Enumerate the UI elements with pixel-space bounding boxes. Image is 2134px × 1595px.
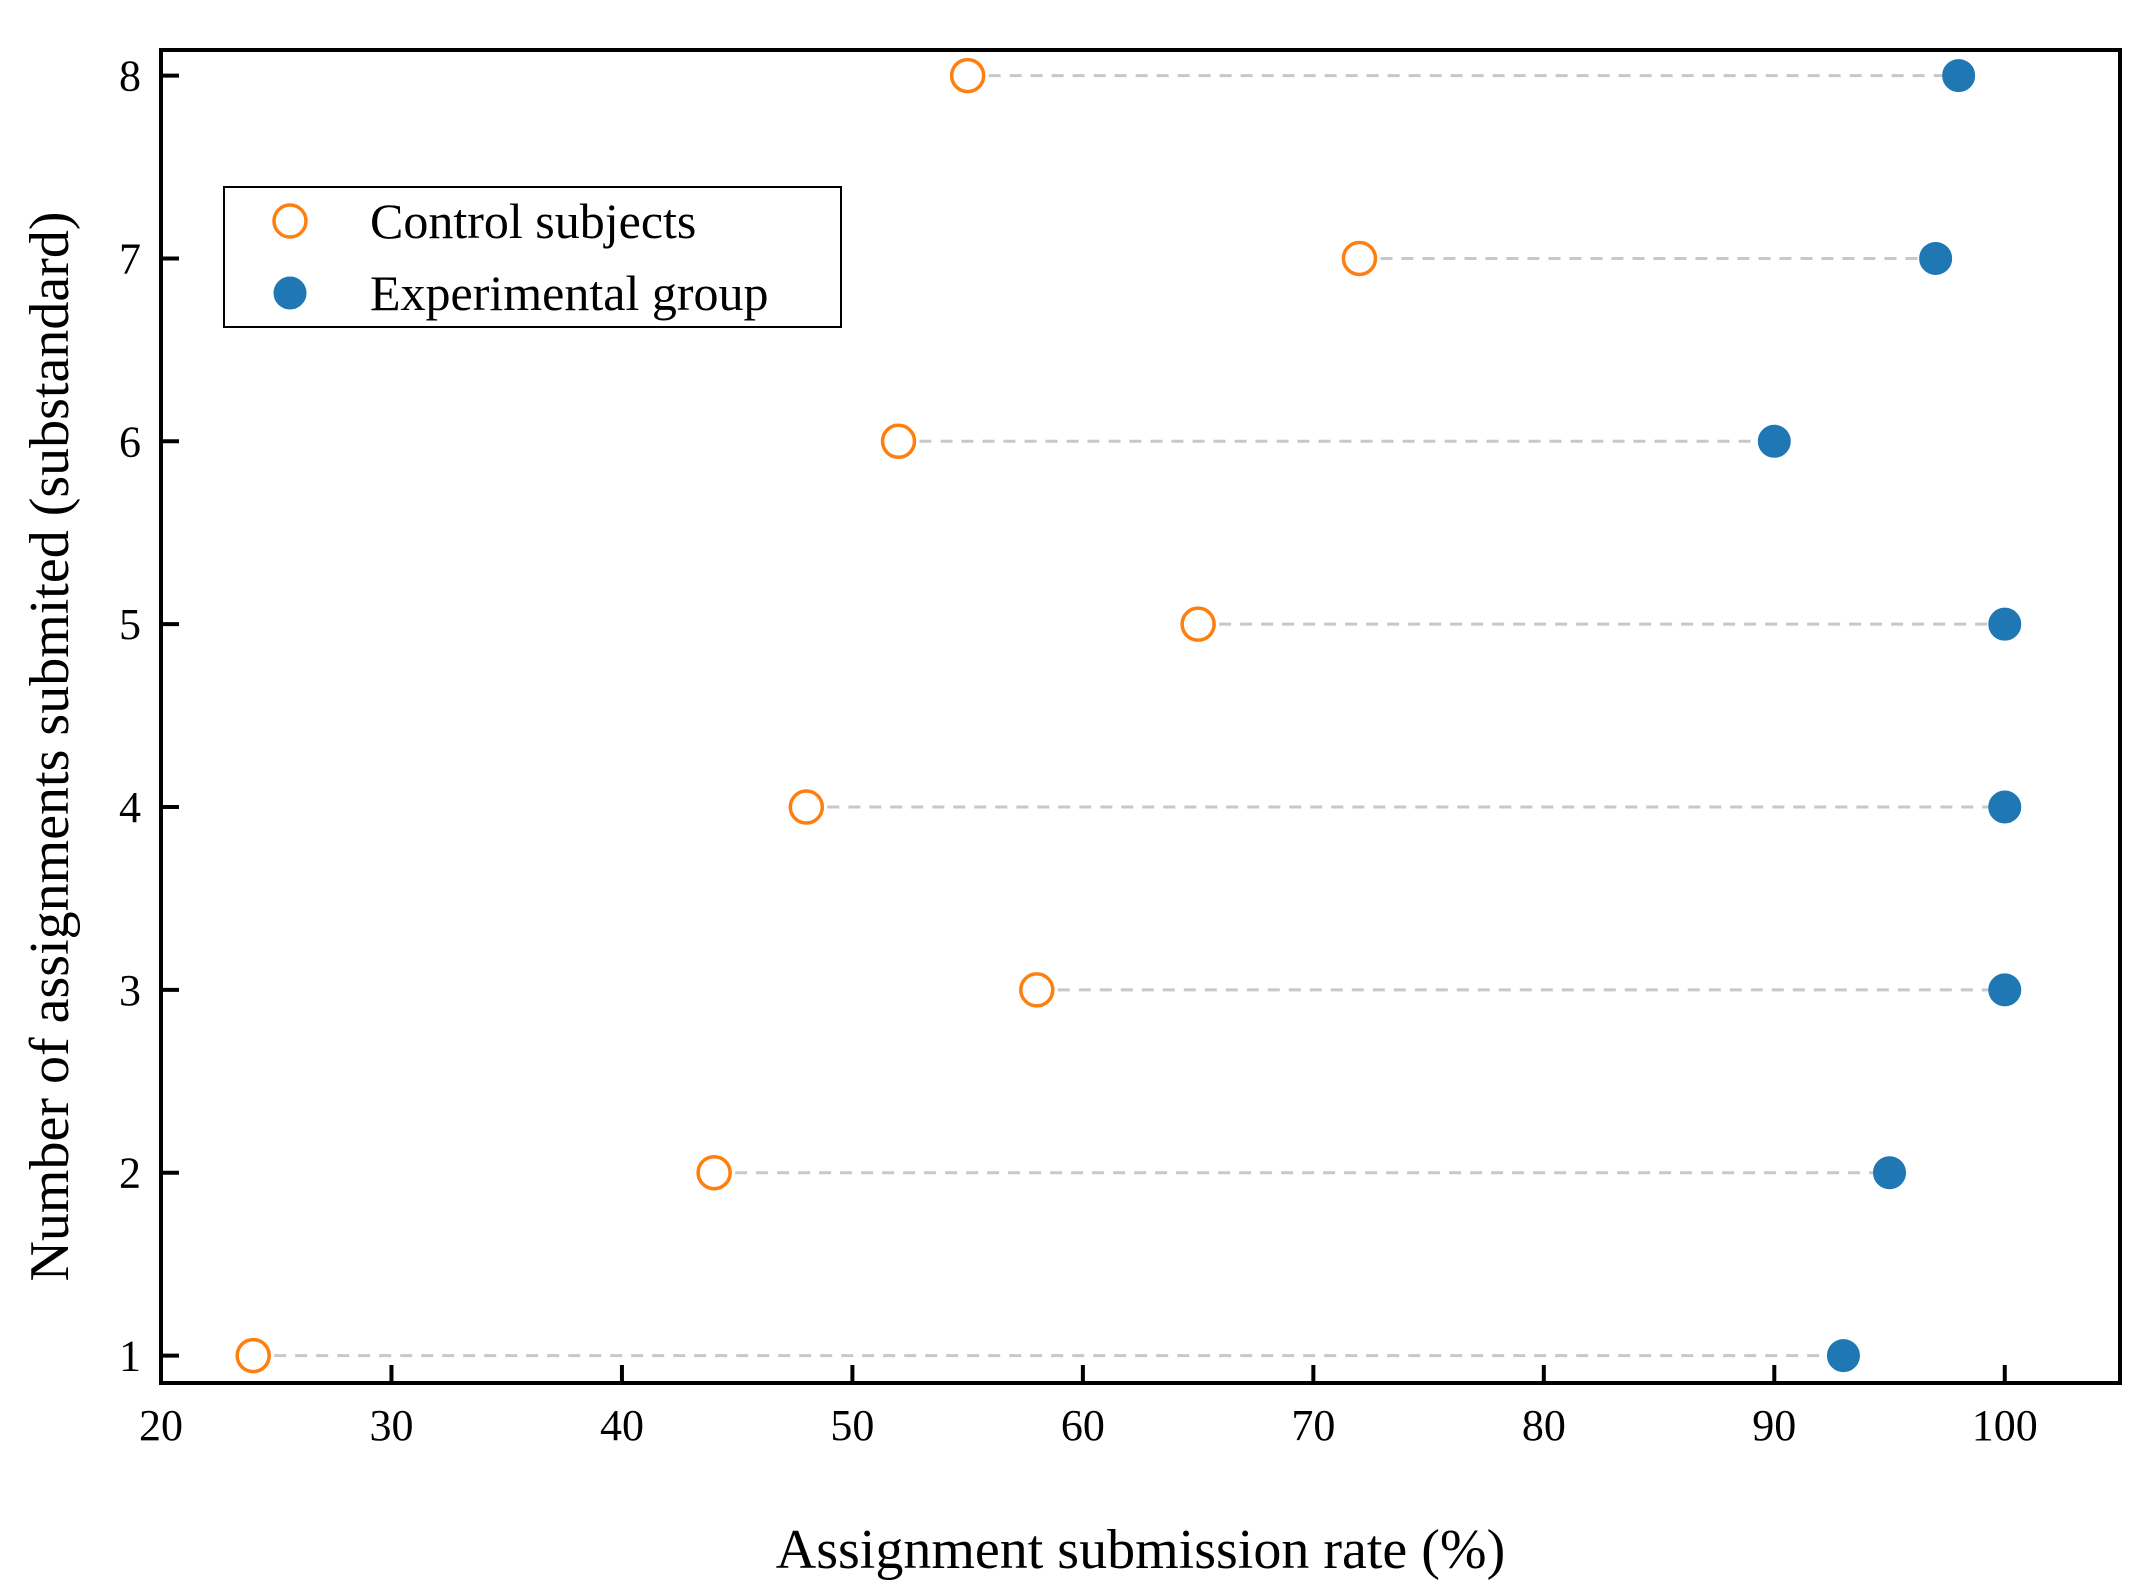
data-markers [235,57,2022,1374]
experimental-point-3 [1988,973,2022,1007]
experimental-point-1 [1826,1339,1860,1373]
x-tick-label-20: 20 [139,1401,183,1450]
x-tick-label-90: 90 [1752,1401,1796,1450]
x-tick-label-60: 60 [1061,1401,1105,1450]
legend-marker-control [272,203,308,239]
x-tick-label-100: 100 [1972,1401,2038,1450]
experimental-point-8 [1942,59,1976,93]
experimental-point-2 [1873,1156,1907,1190]
experimental-point-5 [1988,607,2022,641]
y-tick-label-4: 4 [119,783,141,832]
control-point-5 [1180,606,1216,642]
axis-ticks: 20 30 40 50 60 70 80 90 100 1 2 3 4 5 6 7 8 [119,52,2038,1450]
x-tick-label-80: 80 [1522,1401,1566,1450]
control-point-7 [1341,240,1378,277]
legend: Control subjects Experimental group [223,186,842,328]
y-tick-label-1: 1 [119,1332,141,1381]
legend-label-experimental: Experimental group [370,265,769,321]
legend-label-control: Control subjects [370,193,696,249]
x-tick-label-30: 30 [369,1401,413,1450]
y-tick-label-5: 5 [119,600,141,649]
control-point-2 [696,1154,732,1191]
control-point-3 [1019,972,1055,1008]
experimental-point-7 [1919,241,1953,275]
control-point-1 [235,1337,271,1374]
connector-lines [253,74,2005,1358]
y-tick-label-3: 3 [119,966,141,1015]
x-tick-label-40: 40 [600,1401,644,1450]
x-tick-label-70: 70 [1291,1401,1335,1450]
control-point-4 [788,789,825,825]
y-axis-title: Number of assignments submited (substand… [19,211,81,1281]
legend-marker-experimental [273,276,307,310]
y-tick-label-7: 7 [119,234,141,283]
legend-box [223,186,842,328]
y-tick-label-6: 6 [119,417,141,466]
control-point-8 [949,57,986,94]
x-axis-title: Assignment submission rate (%) [776,1519,1505,1581]
experimental-point-6 [1757,424,1791,458]
plot-area-frame [159,48,2122,1385]
y-tick-label-2: 2 [119,1149,141,1198]
y-tick-label-8: 8 [119,52,141,101]
x-tick-label-50: 50 [830,1401,874,1450]
control-point-6 [880,423,917,460]
experimental-point-4 [1988,790,2022,824]
